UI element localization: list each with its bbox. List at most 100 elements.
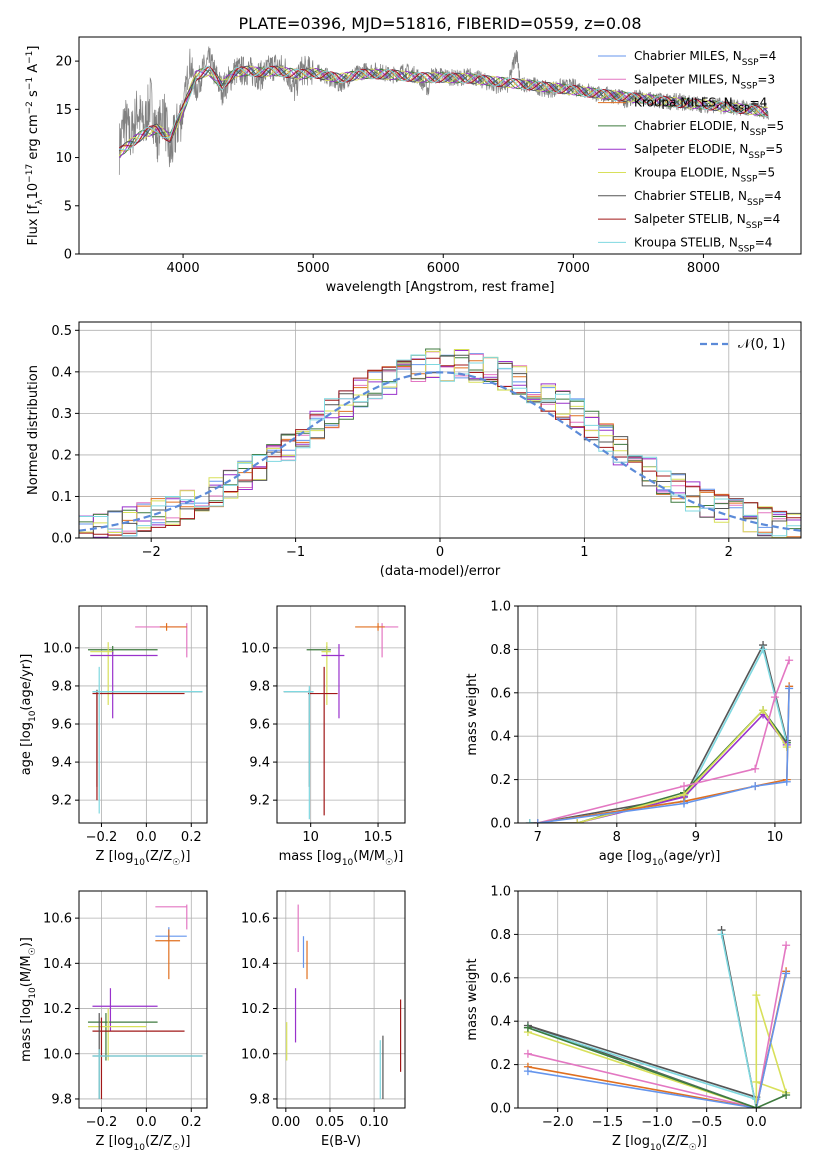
y-tick-label: 0.6 <box>490 686 511 701</box>
y-tick-label: 10.0 <box>43 641 72 656</box>
plot-area <box>523 926 791 1108</box>
y-tick-label: 0.4 <box>51 365 72 380</box>
y-axis-label: Normed distribution <box>26 365 41 495</box>
point-kroupa-elodie <box>321 642 331 705</box>
y-tick-label: 0.8 <box>490 928 511 943</box>
axes-frame <box>78 321 802 539</box>
data-marker <box>680 799 689 808</box>
x-tick-label: 7000 <box>557 261 590 276</box>
point-kroupa-miles <box>159 623 187 631</box>
data-marker <box>752 991 761 1000</box>
ticks: −0.2 0.0 0.2 9.2 9.4 9.6 9.8 10.0 <box>43 641 202 845</box>
legend-entry: Chabrier MILES, NSSP=4 <box>634 49 776 68</box>
x-tick-label: 8 <box>613 830 621 845</box>
data-marker <box>782 969 791 978</box>
data-marker <box>782 777 791 786</box>
y-tick-label: 10.6 <box>43 912 72 927</box>
y-tick-label: 9.8 <box>249 679 270 694</box>
model-spectrum-kroupa-stelib <box>119 66 768 151</box>
data-marker <box>751 782 760 791</box>
x-tick-label: 0 <box>436 545 444 560</box>
plot-area <box>283 623 399 820</box>
point-salpeter-stelib <box>92 1017 185 1099</box>
series-chabrier-elodie <box>527 1026 787 1108</box>
x-tick-label: 0.0 <box>746 1115 767 1130</box>
y-tick-label: 10.4 <box>43 957 72 972</box>
y-tick-label: 1.0 <box>490 885 511 900</box>
histogram-salpeter-stelib <box>79 357 801 536</box>
histogram-kroupa-stelib <box>79 354 801 537</box>
x-tick-label: −1.0 <box>641 1115 673 1130</box>
point-kroupa-stelib <box>92 666 203 814</box>
grid <box>79 606 207 823</box>
y-tick-label: 9.2 <box>51 794 72 809</box>
y-tick-label: 10.2 <box>241 1002 270 1017</box>
x-tick-label: 4000 <box>167 261 200 276</box>
ticks: 0.00 0.05 0.10 9.8 10.0 10.2 10.4 10.6 <box>241 912 389 1130</box>
data-marker <box>523 1023 532 1032</box>
x-axis-label: Z [log10(Z/Z☉)] <box>96 1134 191 1153</box>
data-marker <box>759 645 768 654</box>
x-tick-label: 9 <box>692 830 700 845</box>
x-tick-label: 0.2 <box>181 1115 202 1130</box>
point-salpeter-miles <box>378 623 399 658</box>
y-axis-label: mass weight <box>465 958 480 1040</box>
axes-frame <box>78 890 208 1109</box>
x-tick-label: 2 <box>725 545 733 560</box>
x-tick-label: 7 <box>534 830 542 845</box>
spectrum-legend: Chabrier MILES, NSSP=4 Salpeter MILES, NS… <box>598 49 784 254</box>
plot-area <box>79 348 801 538</box>
y-tick-label: 9.6 <box>249 718 270 733</box>
x-tick-label: −1.5 <box>592 1115 624 1130</box>
legend-entry: 𝒩(0, 1) <box>738 337 785 352</box>
plot-area <box>118 46 769 175</box>
y-tick-label: 10.4 <box>241 957 270 972</box>
data-marker <box>782 1090 791 1099</box>
chart-mass-weight-vs-age: 7 8 9 10 0.0 0.2 0.4 0.6 0.8 1.0 age [log10(age/yr… <box>465 600 802 868</box>
point-salpeter-elodie <box>321 644 345 719</box>
y-tick-label: 9.8 <box>249 1092 270 1107</box>
plot-area <box>87 904 203 1099</box>
y-tick-label: 0.5 <box>51 324 72 339</box>
series-chabrier-miles <box>527 973 787 1108</box>
x-tick-label: 5000 <box>297 261 330 276</box>
data-marker <box>525 819 534 823</box>
point-chabrier-stelib <box>92 689 203 787</box>
x-axis-label: age [log10(age/yr)] <box>599 849 721 868</box>
point-salpeter-elodie <box>90 651 158 719</box>
y-tick-label: 0.3 <box>51 407 72 422</box>
x-tick-label: 8000 <box>687 261 720 276</box>
x-tick-label: 10 <box>767 830 784 845</box>
chart-spectrum: 4000 5000 6000 7000 8000 0 5 10 15 20 wavelength [… <box>25 36 802 295</box>
ticks: −2.0 −1.5 −1.0 −0.5 0.0 0.0 0.2 0.4 0.6 0.8 1.0 <box>490 885 766 1131</box>
data-marker <box>751 764 760 773</box>
data-marker <box>759 706 768 715</box>
ticks: −0.2 0.0 0.2 9.8 10.0 10.2 10.4 10.6 <box>43 912 202 1130</box>
grid <box>79 891 207 1108</box>
y-tick-label: 9.4 <box>249 756 270 771</box>
x-axis-label: Z [log10(Z/Z☉)] <box>612 1134 707 1153</box>
y-tick-label: 0.4 <box>490 1015 511 1030</box>
ticks: −2 −1 0 1 2 0.0 0.1 0.2 0.3 0.4 0.5 <box>51 324 733 560</box>
grid <box>277 606 405 823</box>
x-tick-label: −2 <box>142 545 161 560</box>
data-marker <box>533 819 542 823</box>
x-axis-label: mass [log10(M/M☉)] <box>279 849 404 868</box>
y-tick-label: 0.0 <box>490 1102 511 1117</box>
series-chabrier-stelib <box>529 642 788 823</box>
x-tick-label: 1 <box>580 545 588 560</box>
data-marker <box>770 693 779 702</box>
x-tick-label: 0.0 <box>136 1115 157 1130</box>
axes-frame <box>517 890 802 1109</box>
x-tick-label: −0.2 <box>86 830 118 845</box>
ticks: 4000 5000 6000 7000 8000 0 5 10 15 20 <box>55 55 720 276</box>
x-tick-label: 0.10 <box>360 1115 389 1130</box>
plot-area <box>525 641 794 823</box>
y-axis-label: mass weight <box>465 673 480 755</box>
y-tick-label: 0.2 <box>490 773 511 788</box>
legend-entry: Salpeter MILES, NSSP=3 <box>634 72 775 91</box>
ticks: 10 10.5 9.2 9.4 9.6 9.8 10.0 <box>241 641 392 845</box>
legend-entry: Chabrier STELIB, NSSP=4 <box>634 189 782 208</box>
x-tick-label: 6000 <box>427 261 460 276</box>
data-marker <box>680 782 689 791</box>
